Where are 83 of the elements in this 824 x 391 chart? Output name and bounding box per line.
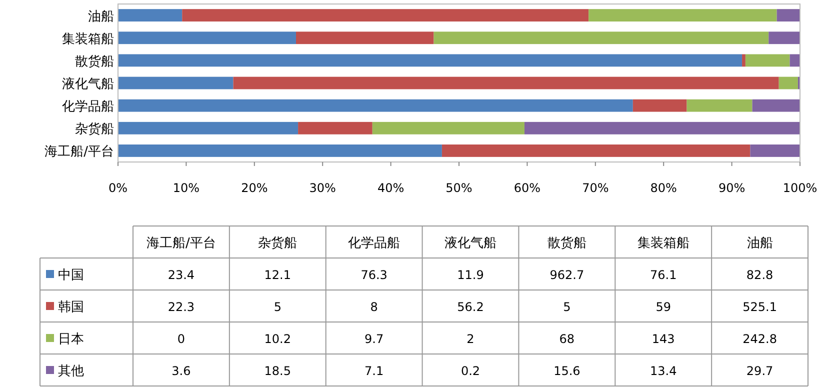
bar	[118, 32, 296, 44]
x-tick-label: 40%	[377, 181, 404, 195]
y-tick-label: 韩国	[58, 300, 84, 315]
data-label: 59	[656, 300, 671, 314]
data-label: 2	[466, 332, 474, 346]
data-label: 10.2	[264, 332, 291, 346]
data-label: 29.7	[746, 364, 774, 378]
x-tick-label: 化学品船	[348, 236, 400, 251]
x-tick-label: 90%	[718, 181, 746, 195]
bar	[776, 9, 800, 22]
data-label: 23.4	[168, 268, 195, 282]
data-label: 56.2	[457, 300, 484, 314]
bar	[118, 54, 742, 67]
data-label: 76.3	[360, 268, 388, 282]
bar	[768, 32, 800, 44]
bar	[434, 32, 769, 44]
bar	[233, 76, 779, 90]
bar	[742, 54, 746, 67]
y-tick-label: 集装箱船	[62, 32, 114, 47]
bar	[118, 76, 234, 90]
y-tick-label: 海工船/平台	[44, 144, 114, 160]
bar	[778, 76, 798, 90]
x-tick-label: 100%	[782, 181, 818, 195]
y-tick-label: 其他	[58, 364, 84, 379]
x-tick-label: 0%	[108, 181, 128, 195]
bar	[372, 122, 524, 134]
x-tick-label: 20%	[241, 181, 268, 195]
x-tick-label: 杂货船	[258, 236, 298, 251]
bar	[118, 122, 298, 134]
x-tick-label: 海工船/平台	[146, 236, 216, 251]
data-label: 0	[177, 332, 186, 346]
bar	[752, 99, 800, 112]
y-tick-label: 中国	[58, 268, 84, 283]
data-label: 11.9	[457, 268, 484, 282]
data-label: 5	[274, 300, 282, 314]
x-tick-label: 70%	[582, 181, 609, 195]
y-tick-label: 杂货船	[75, 122, 114, 138]
x-tick-label: 液化气船	[444, 236, 496, 251]
bar	[632, 99, 687, 112]
data-label: 22.3	[168, 300, 195, 314]
bar	[118, 144, 442, 157]
bar	[750, 144, 800, 157]
bar	[118, 99, 633, 112]
data-label: 962.7	[550, 268, 584, 282]
x-tick-label: 50%	[446, 181, 472, 195]
data-label: 82.8	[746, 268, 774, 282]
x-tick-label: 30%	[309, 181, 336, 195]
y-tick-label: 日本	[58, 332, 84, 347]
x-tick-label: 散货船	[547, 236, 586, 251]
x-tick-label: 10%	[172, 181, 200, 195]
data-label: 143	[652, 332, 675, 346]
data-label: 12.1	[264, 268, 291, 282]
data-label: 76.1	[650, 268, 677, 282]
bar	[118, 9, 182, 22]
y-tick-label: 液化气船	[62, 77, 114, 92]
x-tick-label: 80%	[650, 181, 677, 195]
bar	[296, 32, 434, 44]
data-label: 0.2	[460, 364, 480, 378]
data-label: 68	[559, 332, 575, 346]
data-label: 15.6	[554, 364, 580, 378]
y-tick-label: 化学品船	[62, 100, 114, 115]
data-label: 18.5	[264, 364, 291, 378]
bar	[745, 54, 790, 67]
x-tick-label: 油船	[746, 236, 773, 251]
data-label: 242.8	[742, 332, 777, 346]
data-label: 5	[563, 300, 571, 314]
data-label: 13.4	[650, 364, 677, 378]
bar	[588, 9, 777, 22]
bar	[790, 54, 800, 67]
x-tick-label: 集装箱船	[637, 236, 690, 251]
data-label: 525.1	[742, 300, 777, 314]
data-label: 8	[370, 300, 378, 314]
bar	[442, 144, 750, 157]
bar	[686, 99, 752, 112]
data-label: 9.7	[364, 332, 384, 346]
bar	[524, 122, 800, 134]
data-label: 3.6	[172, 364, 191, 378]
bar	[182, 9, 589, 22]
x-tick-label: 60%	[514, 181, 541, 195]
bar	[298, 122, 372, 134]
data-label: 7.1	[364, 364, 384, 378]
y-tick-label: 散货船	[75, 54, 114, 70]
y-tick-label: 油船	[88, 9, 114, 24]
